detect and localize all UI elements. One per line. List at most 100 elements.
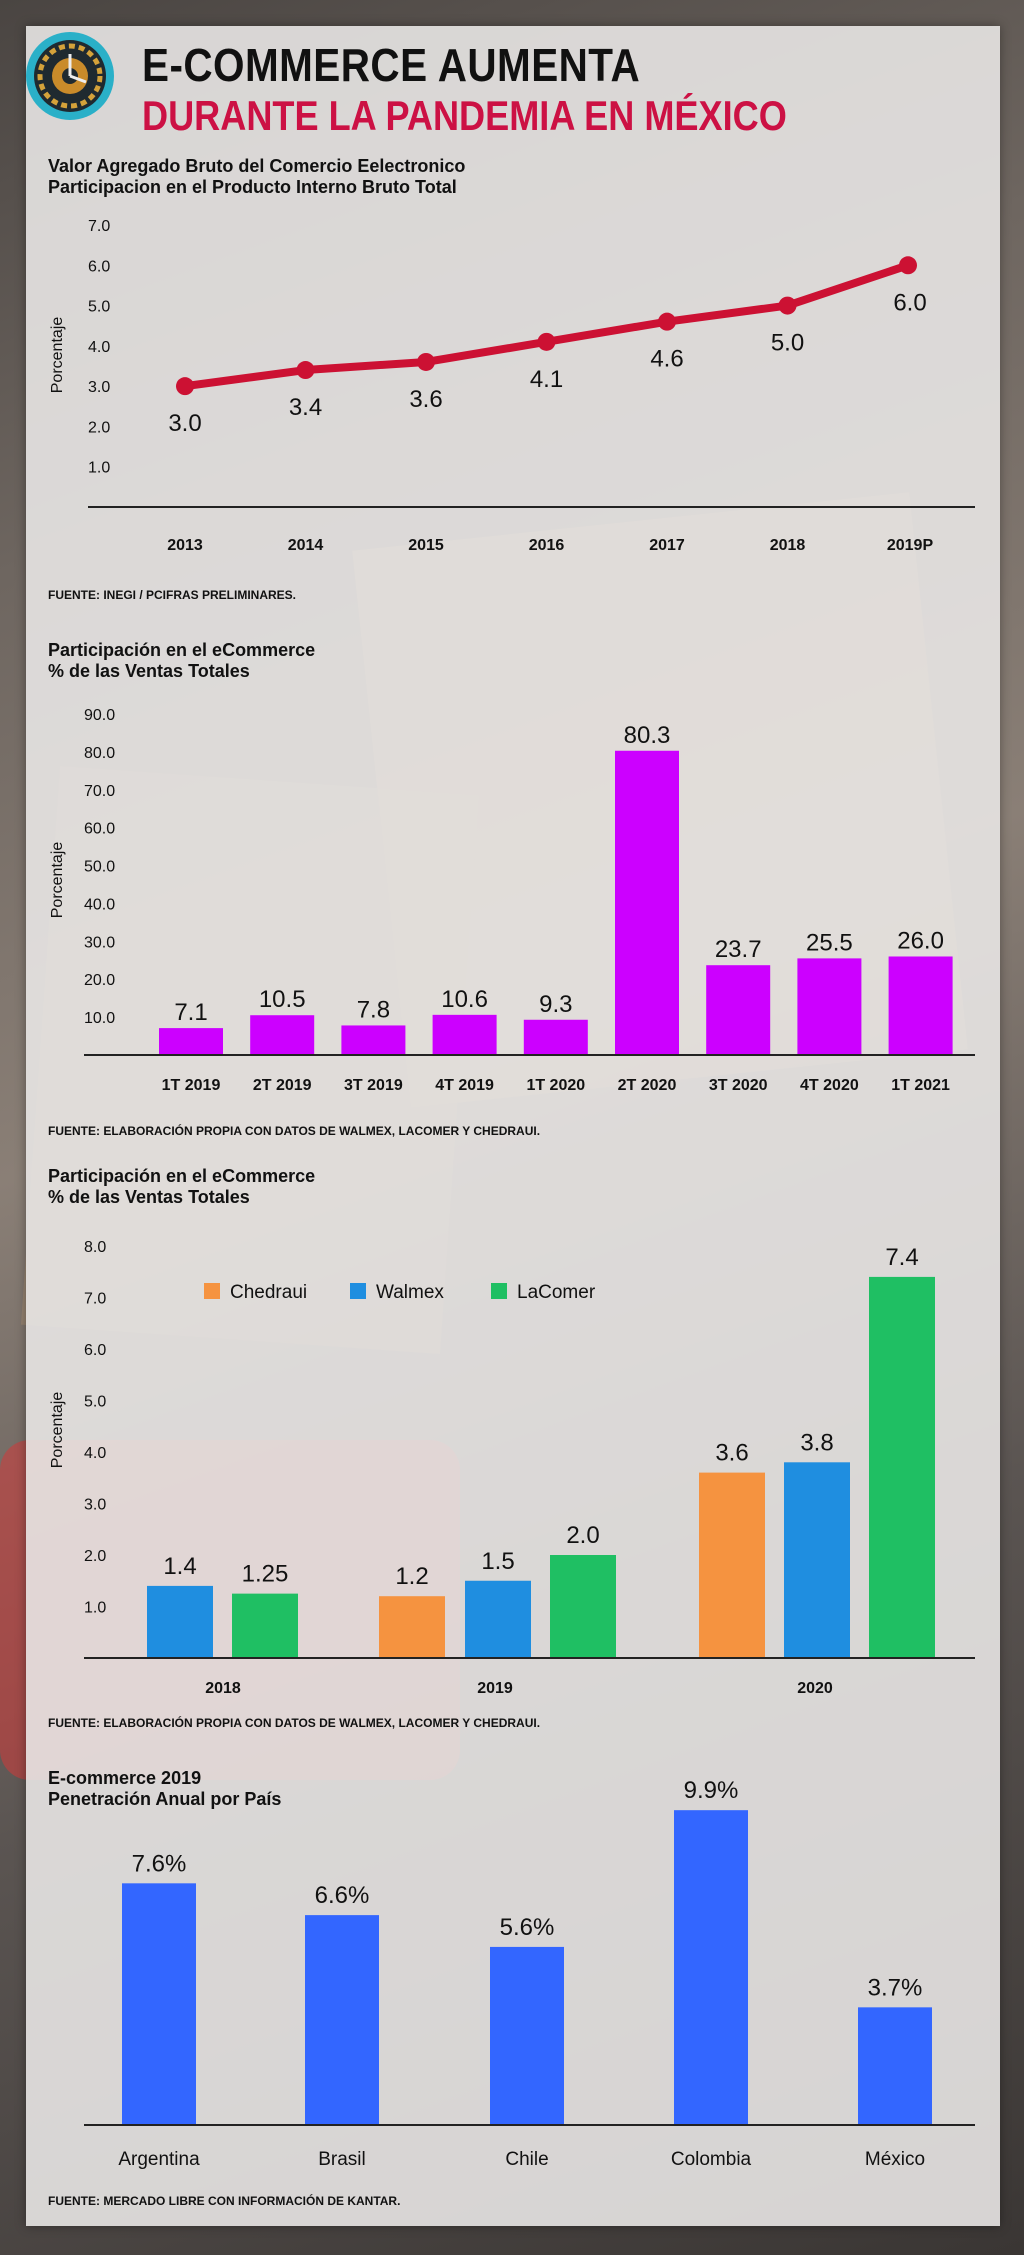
chart4-data-label: 7.6% bbox=[132, 1850, 187, 1877]
chart2-data-label: 9.3 bbox=[539, 991, 572, 1018]
chart4-xtick: Argentina bbox=[118, 2149, 200, 2170]
chart2-ytick: 70.0 bbox=[84, 783, 115, 800]
chart2-ytick: 10.0 bbox=[84, 1010, 115, 1027]
chart3-ytick: 2.0 bbox=[84, 1548, 106, 1565]
chart2-data-label: 25.5 bbox=[806, 929, 853, 956]
chart2-xtick: 1T 2021 bbox=[891, 1077, 950, 1094]
chart4-data-label: 5.6% bbox=[500, 1914, 555, 1941]
chart2-data-label: 7.8 bbox=[357, 996, 390, 1023]
chart2-ytick: 50.0 bbox=[84, 859, 115, 876]
chart4-xtick: México bbox=[865, 2149, 925, 2170]
chart2-subtitle: % de las Ventas Totales bbox=[48, 661, 250, 681]
chart1-point bbox=[417, 352, 435, 371]
chart4-xtick: Brasil bbox=[318, 2149, 366, 2170]
chart2-ytick: 80.0 bbox=[84, 745, 115, 762]
chart1-data-label: 3.4 bbox=[289, 394, 322, 421]
chart1-xtick: 2019P bbox=[887, 537, 934, 554]
chart3-ytick: 6.0 bbox=[84, 1342, 106, 1359]
chart3-data-label: 1.5 bbox=[481, 1548, 514, 1575]
chart1-point bbox=[537, 332, 556, 351]
chart3-legend-label: LaComer bbox=[517, 1282, 596, 1303]
chart3-data-label: 3.6 bbox=[715, 1440, 748, 1467]
chart2-data-label: 26.0 bbox=[897, 927, 944, 954]
gdp-share-line-chart: 1.0 2.0 3.0 4.0 5.0 6.0 7.0 Porcentaje 3.0 3.4 3.6… bbox=[49, 218, 975, 554]
chart1-ytick: 2.0 bbox=[88, 419, 110, 436]
chart1-ytick: 5.0 bbox=[88, 299, 110, 316]
chart1-point bbox=[296, 361, 315, 380]
chart3-data-label: 1.25 bbox=[242, 1561, 289, 1588]
chart3-bar bbox=[550, 1555, 616, 1658]
chart3-source: FUENTE: ELABORACIÓN PROPIA CON DATOS DE … bbox=[48, 1716, 541, 1730]
chart1-xtick: 2018 bbox=[770, 537, 806, 554]
chart4-bar bbox=[305, 1915, 379, 2125]
chart2-data-label: 10.5 bbox=[259, 986, 306, 1013]
chart2-bar bbox=[706, 965, 771, 1055]
chart3-legend-swatch bbox=[491, 1283, 507, 1299]
chart2-bar bbox=[341, 1025, 406, 1055]
chart2-xtick: 4T 2020 bbox=[800, 1077, 859, 1094]
chart2-ytick: 90.0 bbox=[84, 707, 115, 724]
clockwork-gear-badge-icon bbox=[26, 32, 114, 120]
chart4-bar bbox=[674, 1810, 748, 2125]
chart1-ytick: 3.0 bbox=[88, 379, 110, 396]
chart2-xtick: 3T 2020 bbox=[709, 1077, 768, 1094]
chart1-data-label: 4.6 bbox=[650, 346, 683, 373]
chart2-ytick: 20.0 bbox=[84, 972, 115, 989]
chart1-xtick: 2017 bbox=[649, 537, 685, 554]
chart3-legend-label: Chedraui bbox=[230, 1282, 307, 1303]
retailer-grouped-bar-chart: 1.0 2.0 3.0 4.0 5.0 6.0 7.0 8.0 Porcentaje Chedra… bbox=[49, 1239, 975, 1697]
ecommerce-quarterly-bar-chart: 10.0 20.0 30.0 40.0 50.0 60.0 70.0 80.0 90.0 Porc… bbox=[49, 707, 975, 1094]
chart2-title: Participación en el eCommerce bbox=[48, 640, 316, 660]
chart4-xtick: Chile bbox=[505, 2149, 548, 2170]
chart1-data-label: 4.1 bbox=[530, 366, 563, 393]
chart2-bar bbox=[888, 956, 953, 1055]
chart4-title: E-commerce 2019 bbox=[48, 1768, 202, 1788]
chart1-point bbox=[899, 256, 917, 275]
chart2-bar bbox=[159, 1028, 223, 1055]
chart1-point bbox=[176, 377, 194, 396]
chart3-data-label: 1.2 bbox=[395, 1563, 428, 1590]
chart2-data-label: 23.7 bbox=[715, 936, 762, 963]
page-subtitle: DURANTE LA PANDEMIA EN MÉXICO bbox=[142, 92, 787, 139]
chart4-source: FUENTE: MERCADO LIBRE CON INFORMACIÓN DE… bbox=[48, 2194, 401, 2208]
chart2-bar bbox=[250, 1015, 315, 1055]
chart1-ytick: 7.0 bbox=[88, 218, 110, 235]
chart3-bar bbox=[147, 1585, 213, 1658]
chart3-title: Participación en el eCommerce bbox=[48, 1166, 316, 1186]
chart2-heading: Participación en el eCommerce % de las V… bbox=[48, 640, 315, 682]
chart2-bar bbox=[432, 1014, 497, 1055]
chart4-xtick: Colombia bbox=[671, 2149, 752, 2170]
chart3-heading: Participación en el eCommerce % de las V… bbox=[48, 1166, 315, 1208]
chart2-ytick: 60.0 bbox=[84, 821, 115, 838]
chart1-xtick: 2014 bbox=[288, 537, 324, 554]
chart1-data-label: 5.0 bbox=[771, 330, 804, 357]
chart1-source: FUENTE: INEGI / PCIFRAS PRELIMINARES. bbox=[48, 588, 297, 602]
chart3-ytick: 7.0 bbox=[84, 1291, 106, 1308]
chart2-xtick: 2T 2019 bbox=[253, 1077, 312, 1094]
chart4-data-label: 3.7% bbox=[868, 1974, 923, 2001]
chart1-xtick: 2013 bbox=[167, 537, 203, 554]
chart1-data-label: 3.6 bbox=[409, 386, 442, 413]
chart1-data-label: 6.0 bbox=[893, 289, 926, 316]
chart1-heading: Valor Agregado Bruto del Comercio Eelect… bbox=[48, 156, 465, 198]
chart1-data-label: 3.0 bbox=[168, 410, 201, 437]
chart2-ytick: 40.0 bbox=[84, 896, 115, 913]
chart3-xtick: 2018 bbox=[205, 1680, 241, 1697]
chart1-point bbox=[778, 296, 797, 315]
chart3-bar bbox=[232, 1593, 298, 1658]
chart1-ytick: 1.0 bbox=[88, 460, 110, 477]
chart3-ytick: 3.0 bbox=[84, 1497, 106, 1514]
chart3-data-label: 2.0 bbox=[566, 1522, 599, 1549]
chart2-data-label: 10.6 bbox=[441, 986, 488, 1013]
chart3-bar bbox=[699, 1472, 765, 1658]
chart4-subtitle: Penetración Anual por País bbox=[48, 1789, 282, 1809]
chart3-data-label: 7.4 bbox=[885, 1244, 918, 1271]
chart2-data-label: 7.1 bbox=[174, 999, 207, 1026]
chart4-bar bbox=[122, 1883, 196, 2125]
chart1-xtick: 2015 bbox=[408, 537, 444, 554]
chart4-data-label: 9.9% bbox=[684, 1777, 739, 1804]
page-title: E-COMMERCE AUMENTA bbox=[142, 39, 641, 91]
chart1-point bbox=[658, 312, 676, 331]
chart3-bar bbox=[869, 1276, 935, 1658]
chart3-data-label: 3.8 bbox=[800, 1429, 833, 1456]
